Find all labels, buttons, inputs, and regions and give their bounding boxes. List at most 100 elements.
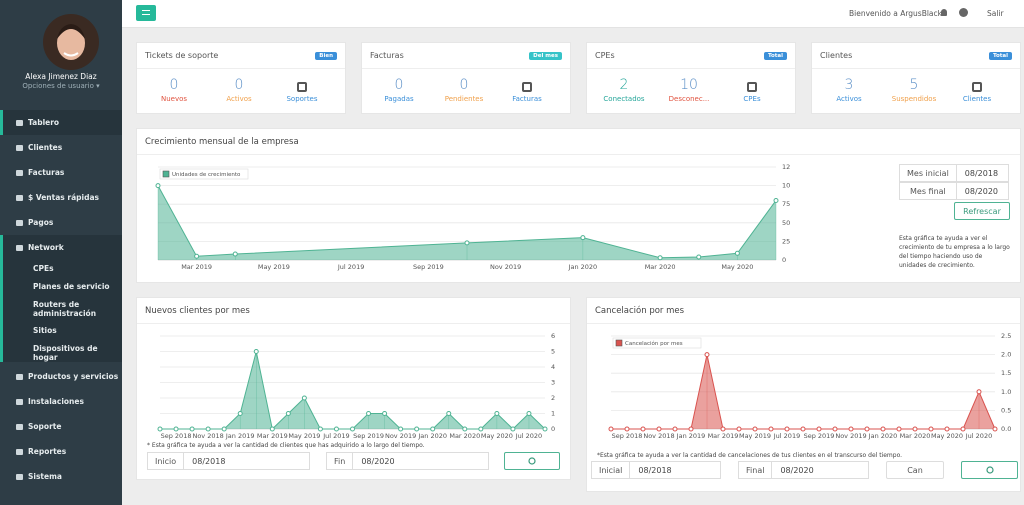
start-input[interactable]: Inicial 08/2018 xyxy=(591,461,721,479)
menu-icon xyxy=(16,373,23,380)
submenu-item[interactable]: Sitios xyxy=(33,326,57,335)
y-tick-label: 4 xyxy=(551,363,555,371)
point xyxy=(896,426,902,432)
menu-item[interactable]: Instalaciones xyxy=(0,389,122,414)
end-input[interactable]: Fin 08/2020 xyxy=(326,452,489,470)
point xyxy=(656,426,662,432)
stat-label: Suspendidos xyxy=(891,95,937,103)
point xyxy=(350,426,355,432)
submenu-item[interactable]: CPEs xyxy=(33,264,54,273)
menu-item[interactable]: Tablero xyxy=(0,110,122,135)
stat-label: Desconec... xyxy=(668,95,710,103)
help-icon[interactable] xyxy=(959,8,968,17)
menu-item[interactable]: Productos y servicios xyxy=(0,364,122,389)
y-tick-label: 1 xyxy=(551,410,555,418)
cancel-button[interactable]: Can xyxy=(886,461,944,479)
refresh-button[interactable] xyxy=(961,461,1018,479)
point xyxy=(494,411,500,416)
panel-title: Crecimiento mensual de la empresa xyxy=(145,137,299,147)
card-link[interactable]: CPEs xyxy=(743,95,761,103)
x-tick-label: Jan 2020 xyxy=(868,432,898,440)
stat-value: 2 xyxy=(619,77,629,93)
y-tick-label: 2.0 xyxy=(1001,351,1011,359)
card-icon xyxy=(297,82,307,92)
menu-item[interactable]: Sistema xyxy=(0,464,122,489)
card-icon xyxy=(522,82,532,92)
legend-box xyxy=(612,337,702,349)
end-input[interactable]: Mes final 08/2020 xyxy=(899,182,1009,200)
point xyxy=(736,426,742,432)
card-badge: Total xyxy=(988,52,1012,60)
point xyxy=(414,426,420,432)
x-tick-label: Nov 2018 xyxy=(643,432,674,440)
submenu-item[interactable]: Planes de servicio xyxy=(33,282,110,291)
start-input[interactable]: Inicio 08/2018 xyxy=(147,452,310,470)
menu-item[interactable]: Pagos xyxy=(0,210,122,235)
label: Inicial xyxy=(592,462,631,478)
x-tick-label: Mar 2020 xyxy=(449,432,480,440)
y-tick-label: 100 xyxy=(782,182,790,190)
value: 08/2018 xyxy=(964,168,999,178)
submenu-item[interactable]: Dispositivos de hogar xyxy=(33,344,98,362)
card-link[interactable]: Soportes xyxy=(286,95,318,103)
x-tick-label: Mar 2020 xyxy=(645,263,676,271)
submenu-item[interactable]: Routers de administración xyxy=(33,300,97,318)
x-tick-label: Sep 2018 xyxy=(612,432,643,440)
start-input[interactable]: Mes inicial 08/2018 xyxy=(899,164,1009,182)
point xyxy=(157,426,163,432)
menu-item[interactable]: Facturas xyxy=(0,160,122,185)
legend-swatch xyxy=(162,170,170,178)
divider xyxy=(587,68,795,69)
point xyxy=(446,411,452,416)
point xyxy=(526,411,532,416)
x-tick-label: Jul 2020 xyxy=(515,432,542,440)
stat-value: 0 xyxy=(459,77,469,93)
user-options[interactable]: Opciones de usuario ▾ xyxy=(22,82,100,90)
menu-item[interactable]: Network xyxy=(0,235,122,260)
x-tick-label: Nov 2019 xyxy=(490,263,521,271)
point xyxy=(752,426,758,432)
refresh-button[interactable] xyxy=(504,452,560,470)
end-input[interactable]: Final 08/2020 xyxy=(738,461,869,479)
card-badge: Del mes xyxy=(529,52,562,60)
menu-label: Pagos xyxy=(28,218,54,227)
point xyxy=(542,426,548,432)
bell-icon[interactable] xyxy=(941,9,947,16)
point xyxy=(478,426,484,432)
divider xyxy=(137,68,345,69)
panel-title: Nuevos clientes por mes xyxy=(145,306,250,316)
logout[interactable]: Salir xyxy=(987,9,1004,18)
point xyxy=(734,250,740,256)
point xyxy=(317,426,323,432)
point xyxy=(382,411,388,416)
sidebar: Alexa Jimenez Diaz Opciones de usuario ▾… xyxy=(0,0,122,505)
menu-icon xyxy=(16,169,23,176)
menu-icon xyxy=(16,244,23,251)
stat-label: Pagadas xyxy=(384,95,414,103)
refresh-icon xyxy=(985,466,994,474)
welcome: Bienvenido a ArgusBlack xyxy=(849,9,942,18)
menu-item[interactable]: $ Ventas rápidas xyxy=(0,185,122,210)
menu-label: Reportes xyxy=(28,447,67,456)
point xyxy=(864,426,870,432)
menu-item[interactable]: Soporte xyxy=(0,414,122,439)
menu-toggle[interactable] xyxy=(136,5,156,21)
point xyxy=(960,426,966,432)
point xyxy=(720,426,726,432)
card-link[interactable]: Facturas xyxy=(512,95,542,103)
label: Mes inicial xyxy=(900,165,957,181)
refresh-button[interactable]: Refrescar xyxy=(954,202,1010,220)
stat-card: Facturas Del mes 0 Pagadas 0 Pendientes Factur… xyxy=(361,42,571,114)
value: 08/2018 xyxy=(638,465,672,475)
point xyxy=(928,426,934,432)
card-icon xyxy=(972,82,982,92)
menu-icon xyxy=(16,119,23,126)
x-tick-label: Jan 2020 xyxy=(568,263,598,271)
card-link[interactable]: Clientes xyxy=(962,95,992,103)
menu-item[interactable]: Reportes xyxy=(0,439,122,464)
x-tick-label: Mar 2019 xyxy=(181,263,212,271)
y-tick-label: 5 xyxy=(551,348,555,356)
menu-label: Network xyxy=(28,243,64,252)
menu-item[interactable]: Clientes xyxy=(0,135,122,160)
